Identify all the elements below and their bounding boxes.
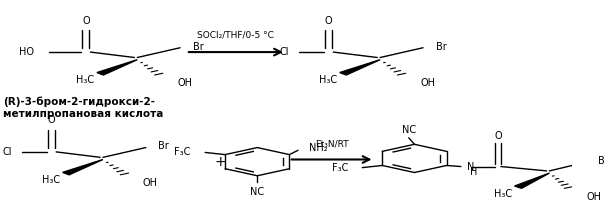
Polygon shape [340, 60, 380, 75]
Text: H₃C: H₃C [76, 75, 94, 85]
Text: H₃C: H₃C [494, 189, 512, 199]
Text: O: O [494, 131, 502, 141]
Text: +: + [214, 155, 226, 169]
Text: OH: OH [420, 78, 435, 88]
Text: OH: OH [586, 192, 602, 202]
Text: F₃C: F₃C [175, 147, 191, 158]
Text: O: O [48, 115, 56, 125]
Text: OH: OH [143, 178, 158, 188]
Text: OH: OH [178, 78, 192, 88]
Polygon shape [515, 173, 550, 188]
Polygon shape [63, 159, 103, 175]
Text: (R)-3-бром-2-гидрокси-2-
метилпропановая кислота: (R)-3-бром-2-гидрокси-2- метилпропановая… [3, 97, 163, 119]
Text: NH₂: NH₂ [309, 143, 328, 153]
Text: NC: NC [402, 125, 416, 135]
Text: Br: Br [435, 42, 446, 52]
Text: Br: Br [193, 42, 204, 52]
Text: Br: Br [598, 156, 604, 166]
Text: O: O [325, 16, 333, 26]
Text: N: N [467, 161, 474, 172]
Text: Cl: Cl [279, 47, 289, 57]
Text: Br: Br [158, 141, 169, 151]
Text: Cl: Cl [2, 147, 11, 157]
Text: NC: NC [250, 187, 265, 197]
Text: SOCl₂/THF/0-5 °C: SOCl₂/THF/0-5 °C [197, 30, 274, 39]
Text: H: H [471, 167, 478, 177]
Text: H₃C: H₃C [319, 75, 337, 85]
Text: HO: HO [19, 47, 34, 57]
Text: F₃C: F₃C [332, 163, 348, 173]
Text: H₃C: H₃C [42, 175, 60, 185]
Text: O: O [82, 16, 89, 26]
Text: Et₃N/RT: Et₃N/RT [315, 140, 349, 149]
Polygon shape [97, 60, 137, 75]
